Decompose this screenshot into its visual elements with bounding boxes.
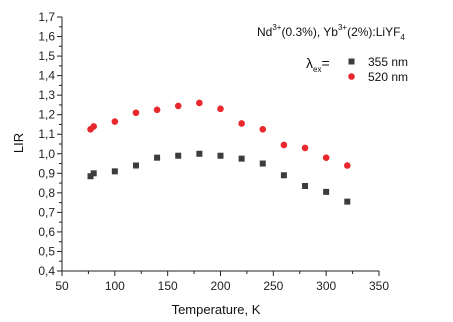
title-part-host: (2%):LiYF bbox=[347, 25, 400, 39]
point-355nm bbox=[175, 153, 181, 159]
legend-marker-520 bbox=[348, 73, 355, 80]
y-axis-label: LIR bbox=[11, 133, 26, 153]
title-part-yb: (0.3%), Yb bbox=[281, 25, 338, 39]
point-520nm bbox=[196, 100, 203, 107]
title-sub-4: 4 bbox=[400, 33, 405, 42]
chart-title: Nd3+(0.3%), Yb3+(2%):LiYF4 bbox=[257, 23, 405, 42]
point-520nm bbox=[90, 123, 97, 130]
point-520nm bbox=[323, 154, 330, 161]
y-tick-label: 1,2 bbox=[38, 108, 55, 122]
point-520nm bbox=[281, 142, 288, 149]
legend-lambda-label: λex= bbox=[306, 55, 330, 74]
point-520nm bbox=[175, 103, 182, 110]
x-axis-label: Temperature, K bbox=[172, 302, 261, 317]
point-520nm bbox=[112, 118, 119, 125]
lambda-eq: = bbox=[321, 55, 329, 71]
y-tick-label: 1,1 bbox=[38, 127, 55, 141]
point-520nm bbox=[154, 107, 161, 114]
y-tick-label: 0,4 bbox=[38, 264, 55, 278]
point-355nm bbox=[154, 155, 160, 161]
point-520nm bbox=[259, 126, 266, 133]
data-points bbox=[87, 100, 350, 205]
point-355nm bbox=[218, 153, 224, 159]
axes: 0,4 0,5 0,6 0,7 0,8 0,9 1,0 1,1 1,2 1,3 1,4 1,5 1,6 1… bbox=[38, 10, 389, 293]
y-tick-label: 0,6 bbox=[38, 225, 55, 239]
y-tick-label: 0,9 bbox=[38, 166, 55, 180]
point-355nm bbox=[302, 183, 308, 189]
legend-label-355: 355 nm bbox=[368, 55, 408, 69]
y-tick-label: 1,0 bbox=[38, 147, 55, 161]
y-tick-label: 1,7 bbox=[38, 10, 55, 24]
point-355nm bbox=[323, 189, 329, 195]
title-sup-2: 3+ bbox=[338, 23, 347, 32]
point-355nm bbox=[91, 170, 97, 176]
point-520nm bbox=[238, 120, 245, 127]
lambda-symbol: λ bbox=[306, 55, 313, 71]
point-355nm bbox=[133, 162, 139, 168]
point-355nm bbox=[239, 156, 245, 162]
point-355nm bbox=[260, 161, 266, 167]
point-355nm bbox=[281, 172, 287, 178]
y-tick-label: 0,7 bbox=[38, 205, 55, 219]
y-tick-label: 0,5 bbox=[38, 244, 55, 258]
x-tick-label: 150 bbox=[158, 279, 178, 293]
x-tick-label: 300 bbox=[316, 279, 336, 293]
y-tick-label: 1,4 bbox=[38, 69, 55, 83]
point-355nm bbox=[344, 199, 350, 205]
lambda-sub: ex bbox=[313, 65, 321, 74]
x-tick-label: 100 bbox=[105, 279, 125, 293]
point-520nm bbox=[344, 162, 351, 169]
point-520nm bbox=[133, 109, 140, 116]
y-tick-label: 1,6 bbox=[38, 30, 55, 44]
point-520nm bbox=[217, 106, 224, 113]
x-tick-label: 200 bbox=[210, 279, 230, 293]
legend-marker-355 bbox=[349, 59, 355, 65]
title-part-nd: Nd bbox=[257, 25, 272, 39]
x-tick-label: 250 bbox=[263, 279, 283, 293]
point-355nm bbox=[112, 168, 118, 174]
x-tick-label: 50 bbox=[55, 279, 69, 293]
title-sup-1: 3+ bbox=[272, 23, 281, 32]
point-520nm bbox=[302, 145, 309, 152]
y-tick-label: 1,5 bbox=[38, 49, 55, 63]
y-tick-label: 0,8 bbox=[38, 186, 55, 200]
x-tick-label: 350 bbox=[369, 279, 389, 293]
legend-label-520: 520 nm bbox=[368, 70, 408, 84]
point-355nm bbox=[196, 151, 202, 157]
y-tick-label: 1,3 bbox=[38, 88, 55, 102]
